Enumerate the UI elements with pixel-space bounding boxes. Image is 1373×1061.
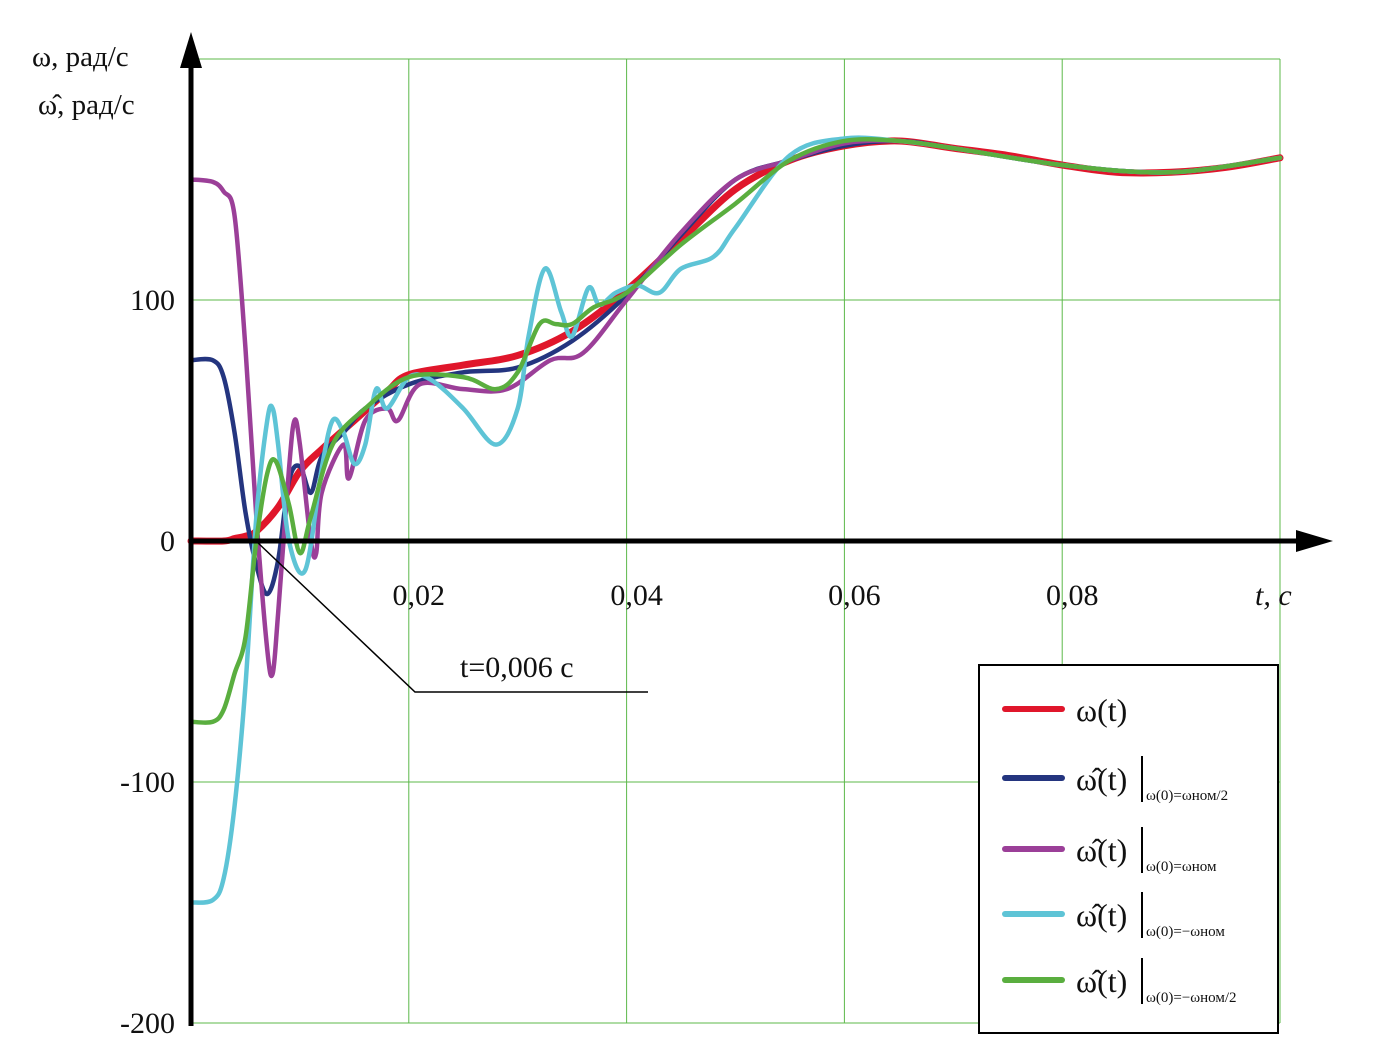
legend-item: ω(t) [1002, 692, 1127, 728]
x-tick-label: 0,06 [828, 579, 881, 612]
y-tick-label: -100 [120, 766, 175, 799]
annotation-leader-line [255, 540, 648, 693]
x-axis-label: t, с [1255, 579, 1292, 612]
legend-item: ω̂(t) ω(0)=ωном/2 [1002, 756, 1228, 804]
legend-label: ω̂(t) [1076, 897, 1127, 933]
legend-item: ω̂(t) ω(0)=ωном [1002, 827, 1217, 875]
x-axis-arrow [1296, 530, 1333, 552]
y-tick-label: 100 [130, 284, 175, 317]
legend-label: ω(t) [1076, 692, 1127, 728]
y-tick-label: -200 [120, 1007, 175, 1040]
legend-item: ω̂(t) ω(0)=−ωном/2 [1002, 958, 1237, 1006]
x-tick-label: 0,08 [1046, 579, 1099, 612]
legend-item: ω̂(t) ω(0)=−ωном [1002, 892, 1225, 940]
x-tick-label: 0,02 [393, 579, 446, 612]
y-axis-arrow [180, 32, 202, 68]
series-line-2 [188, 138, 1283, 679]
legend-condition: ω(0)=ωном/2 [1146, 788, 1228, 804]
axes [180, 32, 1333, 1026]
legend-condition: ω(0)=−ωном [1146, 924, 1225, 940]
annotation: t=0,006 с [255, 540, 648, 693]
series-line-3 [188, 135, 1283, 905]
legend-condition: ω(0)=ωном [1146, 859, 1217, 875]
x-tick-label: 0,04 [610, 579, 663, 612]
legend-condition: ω(0)=−ωном/2 [1146, 990, 1237, 1006]
legend-label: ω̂(t) [1076, 963, 1127, 999]
y-axis-label-1: ω, рад/с [32, 41, 129, 73]
annotation-text: t=0,006 с [460, 651, 574, 684]
y-tick-label: 0 [160, 525, 175, 558]
legend-label: ω̂(t) [1076, 832, 1127, 868]
tick-labels: 0,02 0,04 0,06 0,08 100 0 -100 -200 [120, 284, 1098, 1040]
y-axis-label-2: ω̂, рад/с [38, 89, 135, 121]
legend-label: ω̂(t) [1076, 761, 1127, 797]
series-line-1 [188, 138, 1283, 597]
